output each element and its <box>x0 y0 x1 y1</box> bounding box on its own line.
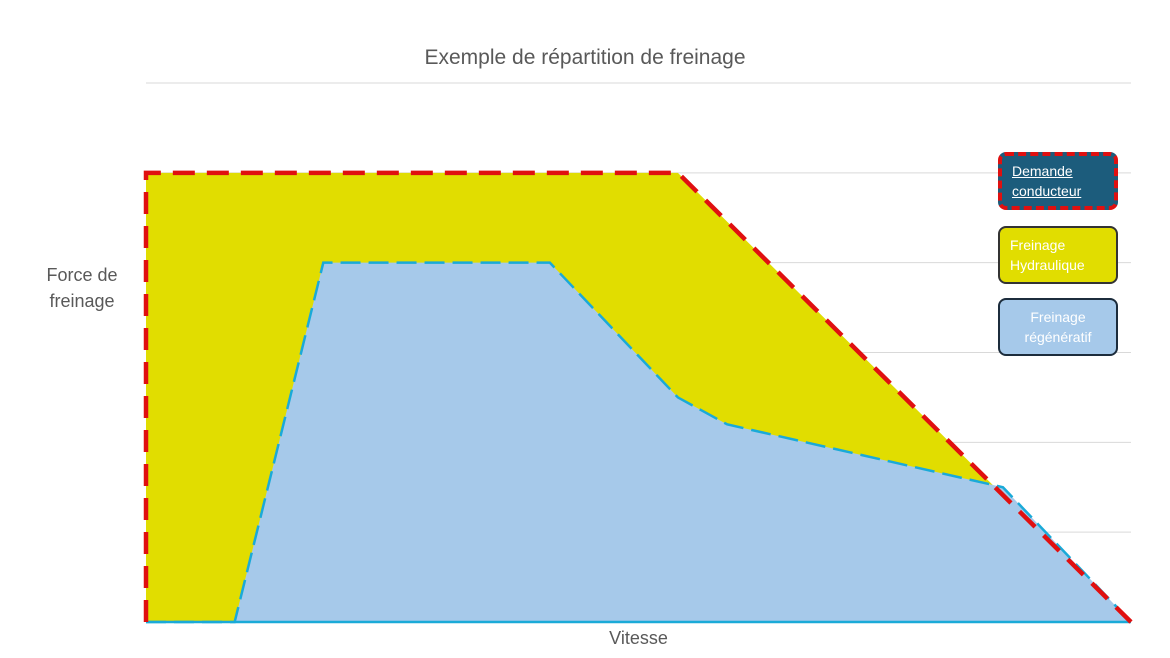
x-axis-label: Vitesse <box>609 628 668 648</box>
legend-entry: Freinage régénératif <box>998 298 1118 356</box>
line <box>143 170 1133 624</box>
area-outline <box>146 261 1132 624</box>
area <box>146 262 1131 622</box>
legend-entry: Freinage Hydraulique <box>998 226 1118 284</box>
chart-title: Exemple de répartition de freinage <box>424 46 746 69</box>
y-axis-label: Force de freinage <box>46 265 118 311</box>
legend-entry: Demande conducteur <box>998 152 1118 210</box>
